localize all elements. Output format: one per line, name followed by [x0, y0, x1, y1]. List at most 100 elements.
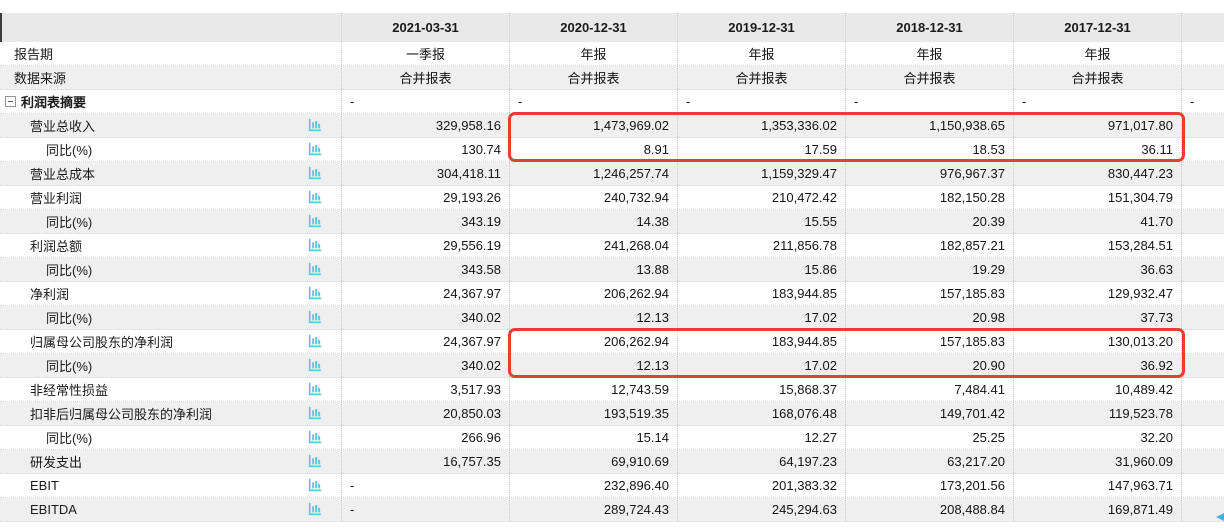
- row-label: 非经常性损益: [30, 383, 109, 398]
- cell-value: -: [1181, 90, 1224, 113]
- cell-value: 12,743.59: [509, 378, 677, 401]
- row-label-cell: 利润总额: [0, 234, 341, 257]
- cell-value: 18.53: [845, 138, 1013, 161]
- cell-value: 182,857.21: [845, 234, 1013, 257]
- row-label: 净利润: [30, 287, 70, 302]
- cell-value: 20.39: [845, 210, 1013, 233]
- bar-chart-icon[interactable]: [307, 310, 322, 325]
- cell-value: [1181, 498, 1224, 521]
- cell-value: 241,268.04: [509, 234, 677, 257]
- table-row: 营业总收入 329,958.16 1,473,969.02 1,353,336.02 1…: [0, 114, 1224, 138]
- row-label-cell: 同比(%): [0, 354, 341, 377]
- table-row: EBIT -232,896.40 201,383.32 173,201.56 147,9…: [0, 474, 1224, 498]
- cell-value: 12.13: [509, 306, 677, 329]
- cell-value: [1181, 42, 1224, 65]
- table-row: 非经常性损益 3,517.93 12,743.59 15,868.37 7,484.41…: [0, 378, 1224, 402]
- cell-value: 合并报表: [845, 66, 1013, 89]
- cell-value: 17.59: [677, 138, 845, 161]
- cell-value: -: [341, 90, 509, 113]
- cell-value: -: [1013, 90, 1181, 113]
- table-row: EBITDA -289,724.43 245,294.63 208,488.84 169…: [0, 498, 1224, 522]
- bar-chart-icon[interactable]: [307, 334, 322, 349]
- cell-value: 17.02: [677, 306, 845, 329]
- table-row: 同比(%) 343.19 14.38 15.55 20.39 41.70: [0, 210, 1224, 234]
- cell-value: 1,353,336.02: [677, 114, 845, 137]
- cell-value: 14.38: [509, 210, 677, 233]
- cell-value: 340.02: [341, 354, 509, 377]
- cell-value: [1181, 66, 1224, 89]
- cell-value: 151,304.79: [1013, 186, 1181, 209]
- bar-chart-icon[interactable]: [307, 166, 322, 181]
- cell-value: 119,523.78: [1013, 402, 1181, 425]
- row-label: 同比(%): [46, 359, 93, 374]
- bar-chart-icon[interactable]: [307, 430, 322, 445]
- cell-value: 41.70: [1013, 210, 1181, 233]
- scroll-left-arrow-icon[interactable]: [1213, 510, 1224, 524]
- row-label: 归属母公司股东的净利润: [30, 335, 174, 350]
- cell-value: [1181, 474, 1224, 497]
- row-label-cell: 研发支出: [0, 450, 341, 473]
- row-label: 同比(%): [46, 431, 93, 446]
- cell-value: [1181, 186, 1224, 209]
- cell-value: 24,367.97: [341, 282, 509, 305]
- row-label: 扣非后归属母公司股东的净利润: [30, 407, 213, 422]
- cell-value: 年报: [509, 42, 677, 65]
- cell-value: 201,383.32: [677, 474, 845, 497]
- cell-value: 147,963.71: [1013, 474, 1181, 497]
- bar-chart-icon[interactable]: [307, 262, 322, 277]
- bar-chart-icon[interactable]: [307, 454, 322, 469]
- row-label: 利润总额: [30, 239, 83, 254]
- table-row: 净利润 24,367.97 206,262.94 183,944.85 157,185.…: [0, 282, 1224, 306]
- cell-value: 7,484.41: [845, 378, 1013, 401]
- cell-value: 15.86: [677, 258, 845, 281]
- cell-value: -: [341, 474, 509, 497]
- bar-chart-icon[interactable]: [307, 286, 322, 301]
- cell-value: 266.96: [341, 426, 509, 449]
- row-label: 同比(%): [46, 215, 93, 230]
- table-row: 报告期 一季报 年报 年报 年报 年报: [0, 42, 1224, 66]
- cell-value: 20,850.03: [341, 402, 509, 425]
- row-label: EBIT: [30, 478, 59, 493]
- table-header-row: 2021-03-31 2020-12-31 2019-12-31 2018-12-31…: [0, 13, 1224, 42]
- cell-value: -: [677, 90, 845, 113]
- table-row: 同比(%) 130.74 8.91 17.59 18.53 36.11: [0, 138, 1224, 162]
- cell-value: 183,944.85: [677, 330, 845, 353]
- cell-value: 合并报表: [1013, 66, 1181, 89]
- cell-value: 1,159,329.47: [677, 162, 845, 185]
- row-label: 营业总收入: [30, 119, 96, 134]
- table-row: 同比(%) 343.58 13.88 15.86 19.29 36.63: [0, 258, 1224, 282]
- cell-value: 173,201.56: [845, 474, 1013, 497]
- bar-chart-icon[interactable]: [307, 190, 322, 205]
- bar-chart-icon[interactable]: [307, 502, 322, 517]
- bar-chart-icon[interactable]: [307, 214, 322, 229]
- collapse-icon[interactable]: [5, 96, 16, 107]
- bar-chart-icon[interactable]: [307, 382, 322, 397]
- table-row: 营业利润 29,193.26 240,732.94 210,472.42 182,150…: [0, 186, 1224, 210]
- cell-value: 年报: [677, 42, 845, 65]
- bar-chart-icon[interactable]: [307, 238, 322, 253]
- cell-value: [1181, 378, 1224, 401]
- bar-chart-icon[interactable]: [307, 142, 322, 157]
- bar-chart-icon[interactable]: [307, 118, 322, 133]
- bar-chart-icon[interactable]: [307, 478, 322, 493]
- row-label: 营业总成本: [30, 167, 96, 182]
- row-label-cell: 非经常性损益: [0, 378, 341, 401]
- bar-chart-icon[interactable]: [307, 406, 322, 421]
- row-label-cell: 净利润: [0, 282, 341, 305]
- cell-value: 149,701.42: [845, 402, 1013, 425]
- cell-value: 1,150,938.65: [845, 114, 1013, 137]
- cell-value: 20.90: [845, 354, 1013, 377]
- bar-chart-icon[interactable]: [307, 358, 322, 373]
- table-row: 利润总额 29,556.19 241,268.04 211,856.78 182,857…: [0, 234, 1224, 258]
- row-label: 数据来源: [14, 71, 67, 86]
- row-label-cell: 营业总成本: [0, 162, 341, 185]
- row-label: 研发支出: [30, 455, 83, 470]
- cell-value: 343.58: [341, 258, 509, 281]
- table-row: 同比(%) 266.96 15.14 12.27 25.25 32.20: [0, 426, 1224, 450]
- row-label-cell: 数据来源: [0, 66, 341, 89]
- row-label-cell: 营业利润: [0, 186, 341, 209]
- cell-value: 232,896.40: [509, 474, 677, 497]
- column-header: 2019-12-31: [677, 13, 845, 42]
- cell-value: 17.02: [677, 354, 845, 377]
- cell-value: 3,517.93: [341, 378, 509, 401]
